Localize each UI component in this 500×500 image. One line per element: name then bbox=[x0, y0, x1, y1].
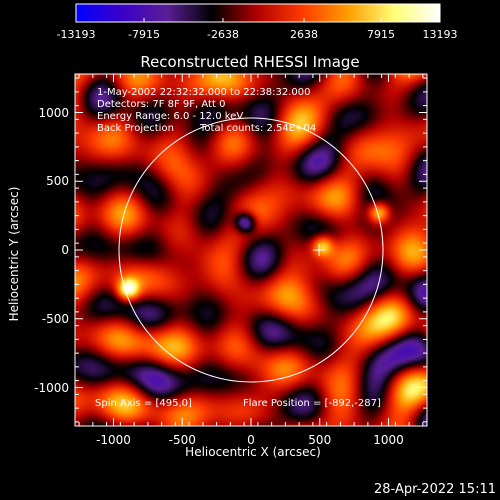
axis-tick-label: -1000 bbox=[96, 433, 131, 447]
axis-tick-label: 500 bbox=[46, 174, 69, 189]
axis-tick-label: 0 bbox=[61, 243, 69, 257]
markers bbox=[313, 244, 326, 256]
info-time-range: 1-May-2002 22:32:32.000 to 22:38:32.000 bbox=[97, 87, 311, 98]
info-method: Back Projection bbox=[97, 123, 174, 134]
axis-tick-label: -500 bbox=[41, 311, 69, 326]
chart-title: Reconstructed RHESSI Image bbox=[140, 53, 360, 71]
timestamp: 28-Apr-2022 15:11 bbox=[374, 482, 496, 497]
colorbar-tick-label: -7915 bbox=[128, 28, 160, 41]
solar-limb-circle bbox=[118, 117, 384, 383]
heatmap-image bbox=[75, 74, 427, 426]
colorbar-tick-label: 2638 bbox=[290, 28, 318, 41]
axis-tick-label: -1000 bbox=[34, 380, 69, 395]
axis-tick-label: -500 bbox=[168, 433, 196, 447]
info-total-counts: Total counts: 2.54E+04 bbox=[200, 123, 317, 134]
colorbar-tick-label: -13193 bbox=[56, 28, 96, 41]
colorbar-tick-label: -2638 bbox=[207, 28, 239, 41]
colorbar-ticks bbox=[75, 18, 441, 22]
colorbar bbox=[75, 3, 441, 23]
info-spin-axis: Spin Axis = [495,0] bbox=[95, 398, 192, 409]
info-detectors: Detectors: 7F 8F 9F, Att 0 bbox=[97, 99, 226, 110]
info-flare-position: Flare Position = [-892,-287] bbox=[243, 398, 381, 409]
colorbar-tick-label: 7915 bbox=[367, 28, 395, 41]
colorbar-tick-label: 13193 bbox=[422, 28, 458, 41]
axis-tick-label: 0 bbox=[247, 433, 255, 447]
y-axis-label: Heliocentric Y (arcsec) bbox=[7, 186, 21, 322]
axis-tick-label: 500 bbox=[308, 433, 332, 447]
x-axis-label: Heliocentric X (arcsec) bbox=[185, 445, 321, 459]
axis-tick-label: 1000 bbox=[38, 105, 69, 120]
axis-ticks bbox=[75, 74, 427, 426]
axis-tick-label: 1000 bbox=[373, 433, 404, 447]
info-energy-range: Energy Range: 6.0 - 12.0 keV bbox=[97, 111, 244, 122]
